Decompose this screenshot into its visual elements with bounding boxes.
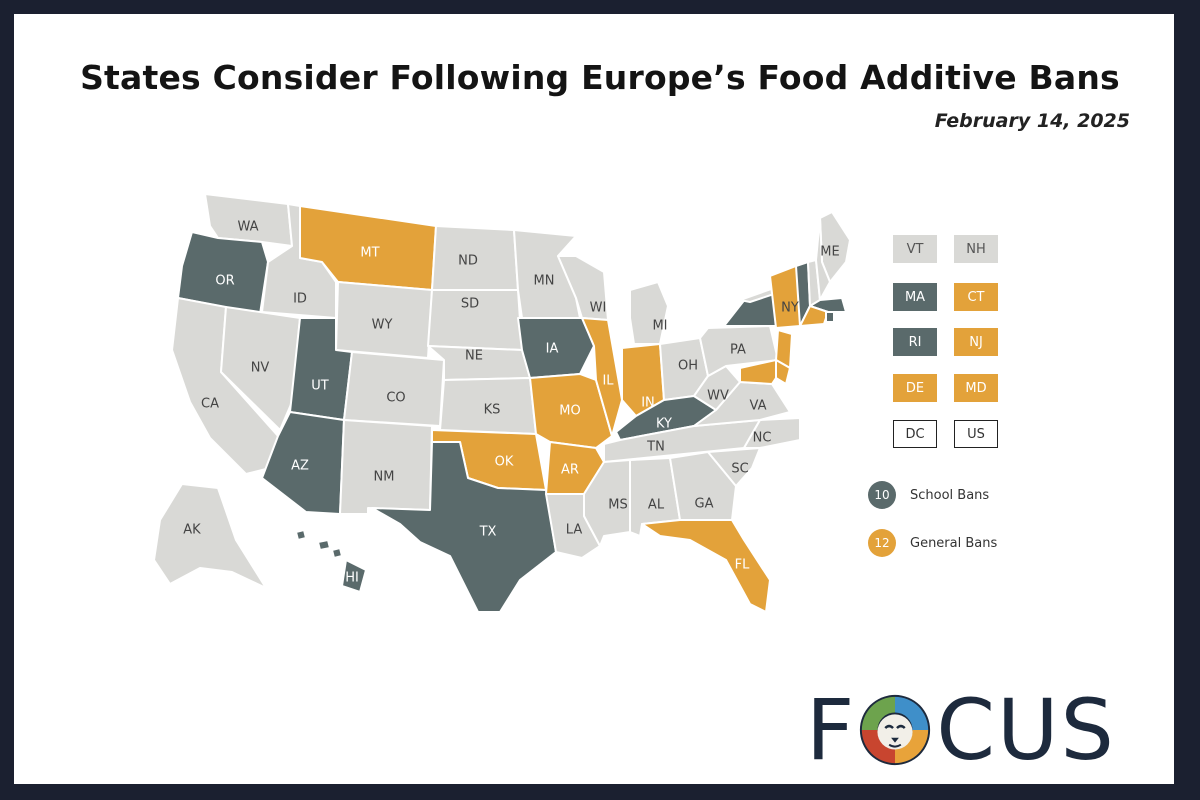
logo-letter-f: F: [806, 681, 857, 779]
state-label-fl: FL: [735, 558, 750, 573]
state-hi: [341, 559, 367, 593]
small-state-label: CT: [967, 289, 985, 305]
state-label-id: ID: [293, 292, 307, 307]
state-sc: [707, 447, 761, 487]
small-state-box-dc: DC: [893, 420, 937, 448]
state-label-ny: NY: [781, 301, 799, 316]
state-nv: [220, 306, 301, 431]
state-label-ia: IA: [546, 342, 559, 357]
state-label-ca: CA: [201, 397, 219, 412]
state-ms: [583, 459, 631, 547]
legend-count-badge: 10: [868, 481, 896, 509]
state-label-tn: TN: [646, 440, 665, 455]
state-label-hi: HI: [345, 571, 359, 586]
state-label-ga: GA: [695, 497, 714, 512]
md-shape: [739, 359, 777, 385]
small-state-box-ct: CT: [954, 283, 998, 311]
state-fl: [641, 519, 771, 613]
state-label-nv: NV: [251, 361, 270, 376]
state-label-ms: MS: [608, 498, 627, 513]
state-label-wv: WV: [707, 389, 729, 404]
state-label-wi: WI: [590, 301, 607, 316]
state-mo: [529, 373, 613, 449]
ny-general-overlay: [769, 265, 801, 329]
state-ga: [669, 451, 737, 521]
state-tx: [371, 441, 557, 613]
state-label-me: ME: [820, 245, 839, 260]
state-label-pa: PA: [730, 343, 746, 358]
focus-logo: F CUS: [806, 688, 1116, 772]
state-label-nm: NM: [374, 470, 395, 485]
small-state-label: MA: [904, 289, 926, 305]
state-label-la: LA: [566, 523, 583, 538]
state-label-ky: KY: [656, 417, 672, 432]
state-mi: [629, 281, 669, 345]
page-title: States Consider Following Europe’s Food …: [80, 58, 1120, 97]
legend-label: School Bans: [910, 487, 990, 503]
nh-shape: [815, 217, 831, 301]
state-label-il: IL: [602, 374, 614, 389]
state-label-mi: MI: [652, 319, 667, 334]
state-label-ak: AK: [183, 523, 201, 538]
state-label-in: IN: [641, 396, 655, 411]
small-state-box-de: DE: [893, 374, 937, 402]
state-ak: [153, 483, 267, 589]
legend-label: General Bans: [910, 535, 998, 551]
state-label-tx: TX: [479, 525, 497, 540]
small-state-label: US: [967, 426, 985, 442]
state-label-nd: ND: [458, 254, 478, 269]
state-label-ok: OK: [495, 455, 514, 470]
logo-letters-cus: CUS: [936, 681, 1116, 779]
state-label-or: OR: [215, 274, 234, 289]
small-state-label: DE: [905, 380, 925, 396]
small-state-label: DC: [905, 426, 925, 442]
legend-item-general: 12 General Bans: [868, 529, 997, 557]
hi-island-1: [295, 529, 307, 541]
state-il: [581, 317, 623, 437]
state-label-wy: WY: [372, 318, 393, 333]
state-nm: [339, 419, 433, 515]
state-label-mn: MN: [534, 274, 555, 289]
state-nc: [743, 417, 801, 449]
state-label-ks: KS: [484, 403, 501, 418]
state-label-az: AZ: [291, 459, 309, 474]
date-label: February 14, 2025: [934, 110, 1130, 132]
small-state-label: VT: [906, 241, 924, 257]
lion-head-icon: [860, 694, 931, 766]
small-state-label: NJ: [969, 334, 983, 350]
state-label-ut: UT: [311, 379, 329, 394]
small-state-label: MD: [965, 380, 987, 396]
legend-item-school: 10 School Bans: [868, 481, 989, 509]
hi-island-2: [317, 539, 331, 551]
small-state-label: RI: [908, 334, 922, 350]
state-label-al: AL: [648, 498, 665, 513]
small-state-box-ma: MA: [893, 283, 937, 311]
small-state-box-nh: NH: [954, 235, 998, 263]
small-state-label: NH: [966, 241, 986, 257]
small-state-box-nj: NJ: [954, 328, 998, 356]
small-state-box-vt: VT: [893, 235, 937, 263]
legend-count-badge: 12: [868, 529, 896, 557]
state-label-mt: MT: [360, 246, 379, 261]
state-label-oh: OH: [678, 359, 698, 374]
small-state-box-md: MD: [954, 374, 998, 402]
small-state-box-us: US: [954, 420, 998, 448]
state-label-sd: SD: [461, 297, 479, 312]
state-label-ar: AR: [561, 463, 579, 478]
state-co: [343, 351, 445, 427]
state-label-nc: NC: [753, 431, 772, 446]
state-label-co: CO: [386, 391, 405, 406]
state-label-sc: SC: [731, 462, 748, 477]
ri-shape: [825, 311, 835, 323]
state-label-mo: MO: [559, 404, 580, 419]
hi-island-3: [331, 547, 343, 559]
state-label-va: VA: [750, 399, 767, 414]
state-label-wa: WA: [237, 220, 258, 235]
small-state-box-ri: RI: [893, 328, 937, 356]
state-label-ne: NE: [465, 349, 483, 364]
